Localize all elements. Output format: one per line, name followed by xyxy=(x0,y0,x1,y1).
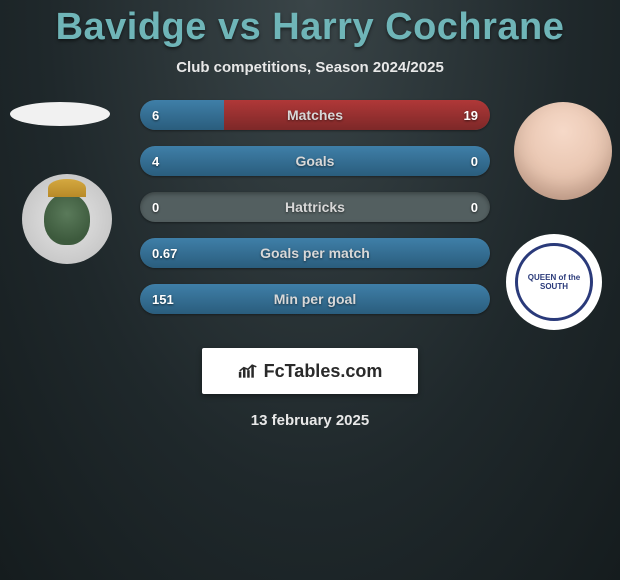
club-left-badge xyxy=(22,174,112,264)
stat-val-right: 19 xyxy=(464,108,478,123)
stat-label: Matches xyxy=(140,107,490,123)
comparison-panel: 6 Matches 19 4 Goals 0 0 Hattricks 0 0.6… xyxy=(0,100,620,340)
stat-label: Min per goal xyxy=(140,291,490,307)
player-left-avatar xyxy=(10,102,110,126)
club-right-badge xyxy=(506,234,602,330)
stat-row-hattricks: 0 Hattricks 0 xyxy=(140,192,490,222)
brand-text: FcTables.com xyxy=(264,361,383,382)
page-title: Bavidge vs Harry Cochrane xyxy=(0,0,620,49)
stat-row-goals: 4 Goals 0 xyxy=(140,146,490,176)
stat-row-mpg: 151 Min per goal xyxy=(140,284,490,314)
subtitle: Club competitions, Season 2024/2025 xyxy=(0,59,620,76)
generated-date: 13 february 2025 xyxy=(0,412,620,429)
stat-val-right: 0 xyxy=(471,154,478,169)
stat-label: Hattricks xyxy=(140,199,490,215)
stat-label: Goals per match xyxy=(140,245,490,261)
player-right-avatar xyxy=(514,102,612,200)
chart-icon xyxy=(238,363,258,379)
brand-box[interactable]: FcTables.com xyxy=(202,348,418,394)
stat-row-gpm: 0.67 Goals per match xyxy=(140,238,490,268)
stat-row-matches: 6 Matches 19 xyxy=(140,100,490,130)
stat-label: Goals xyxy=(140,153,490,169)
stat-val-right: 0 xyxy=(471,200,478,215)
stat-bars: 6 Matches 19 4 Goals 0 0 Hattricks 0 0.6… xyxy=(140,100,490,330)
